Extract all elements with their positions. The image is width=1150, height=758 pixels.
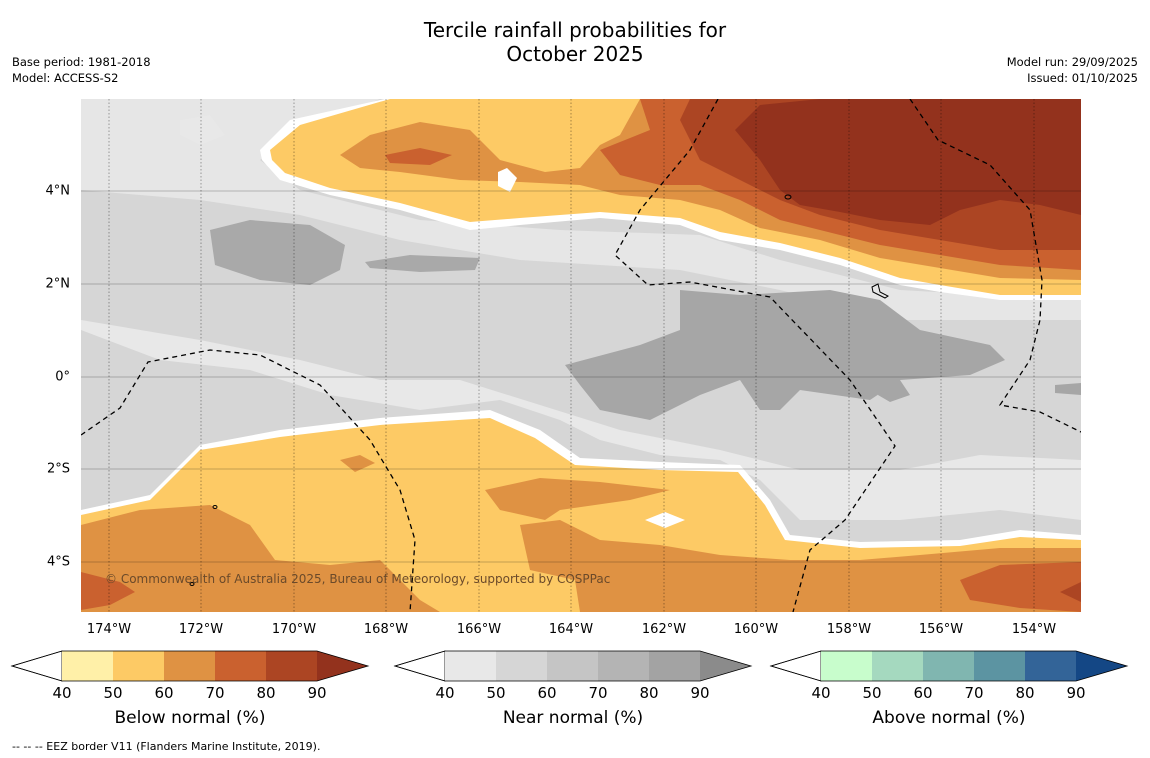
copyright-notice: © Commonwealth of Australia 2025, Bureau…: [105, 572, 611, 586]
colorbar-tick: 40: [52, 684, 72, 702]
colorbar-tick: 60: [154, 684, 174, 702]
lat-label: 2°N: [45, 276, 71, 292]
below-normal-south-80: [1060, 582, 1081, 602]
near-normal-dark-west: [210, 220, 345, 285]
lon-label: 160°W: [733, 622, 779, 637]
lat-label: 4°S: [46, 554, 70, 570]
near-normal-dark-strip: [365, 255, 480, 272]
lon-label: 164°W: [548, 622, 594, 637]
lon-label: 158°W: [826, 622, 872, 637]
colorbar-tick: 90: [307, 684, 327, 702]
eez-legend-note: -- -- -- EEZ border V11 (Flanders Marine…: [12, 740, 321, 753]
colorbar-tick: 70: [964, 684, 984, 702]
lon-label: 174°W: [86, 622, 132, 637]
base-period: Base period: 1981-2018: [12, 55, 151, 69]
model-name: Model: ACCESS-S2: [12, 71, 119, 85]
colorbar-tick: 90: [690, 684, 710, 702]
colorbar-tick: 40: [435, 684, 455, 702]
below-normal-south-60-mid: [485, 478, 670, 520]
lon-label: 162°W: [641, 622, 687, 637]
colorbar-label-above: Above normal (%): [872, 708, 1026, 728]
colorbar-tick: 50: [862, 684, 882, 702]
colorbar-tick: 70: [205, 684, 225, 702]
below-normal-north-70-west: [385, 148, 452, 165]
lat-label: 4°N: [45, 183, 71, 199]
map-grid: [81, 99, 1081, 612]
below-normal-north-gap: [498, 168, 517, 192]
colorbar-tick: 80: [256, 684, 276, 702]
colorbar-tick: 70: [588, 684, 608, 702]
colorbar-tick: 90: [1066, 684, 1086, 702]
meta-left: Base period: 1981-2018 Model: ACCESS-S2: [12, 54, 151, 86]
lat-label: 0°: [55, 369, 70, 385]
colorbar-above: [769, 650, 1129, 682]
colorbar-tick: 80: [1015, 684, 1035, 702]
lon-label: 154°W: [1011, 622, 1057, 637]
near-normal-dark-patch: [878, 380, 910, 402]
colorbar-tick: 80: [639, 684, 659, 702]
lon-label: 156°W: [918, 622, 964, 637]
colorbar-near: [393, 650, 753, 682]
colorbar-tick: 50: [103, 684, 123, 702]
colorbar-tick: 50: [486, 684, 506, 702]
colorbar-tick: 60: [537, 684, 557, 702]
below-normal-south-60-west: [81, 505, 440, 612]
meta-right: Model run: 29/09/2025 Issued: 01/10/2025: [1007, 54, 1138, 86]
near-normal-light-patch: [180, 115, 225, 145]
below-normal-south-gap: [645, 512, 685, 528]
below-normal-south-70-east: [960, 562, 1081, 612]
title-line-1: Tercile rainfall probabilities for: [423, 18, 727, 42]
colorbar-tick: 60: [913, 684, 933, 702]
near-normal-dark-central: [565, 290, 1005, 420]
near-normal-light-south: [81, 320, 1081, 520]
lat-label: 2°S: [46, 461, 70, 477]
lon-label: 168°W: [363, 622, 409, 637]
islands: [189, 194, 889, 586]
colorbar-label-near: Near normal (%): [502, 708, 644, 728]
lon-label: 166°W: [456, 622, 502, 637]
colorbar-below: [10, 650, 370, 682]
title-line-2: October 2025: [506, 42, 644, 66]
below-normal-north-90: [735, 99, 1081, 225]
near-normal-dark-east: [1055, 383, 1081, 395]
colorbar-tick: 40: [811, 684, 831, 702]
map-title: Tercile rainfall probabilities for Octob…: [0, 18, 1150, 66]
lon-label: 170°W: [271, 622, 317, 637]
below-normal-south-70-west: [81, 572, 135, 610]
eez-borders: [81, 99, 1081, 612]
map-field: [81, 99, 1081, 612]
lon-label: 172°W: [178, 622, 224, 637]
issued-date: Issued: 01/10/2025: [1027, 71, 1138, 85]
colorbar-label-below: Below normal (%): [114, 708, 266, 728]
model-run: Model run: 29/09/2025: [1006, 55, 1138, 69]
below-normal-south-60-patch: [340, 455, 375, 472]
